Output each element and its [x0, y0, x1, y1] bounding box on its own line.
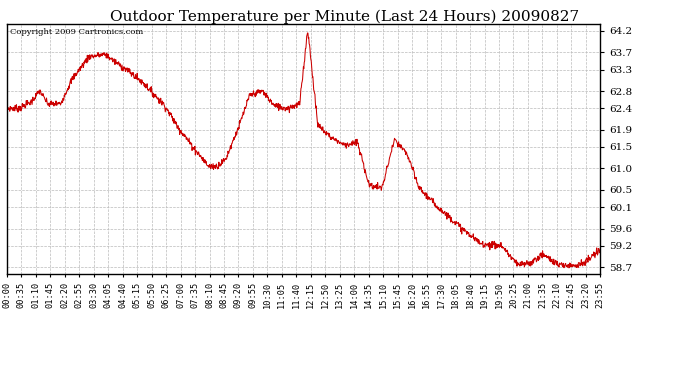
- Text: Outdoor Temperature per Minute (Last 24 Hours) 20090827: Outdoor Temperature per Minute (Last 24 …: [110, 9, 580, 24]
- Text: Copyright 2009 Cartronics.com: Copyright 2009 Cartronics.com: [10, 28, 143, 36]
